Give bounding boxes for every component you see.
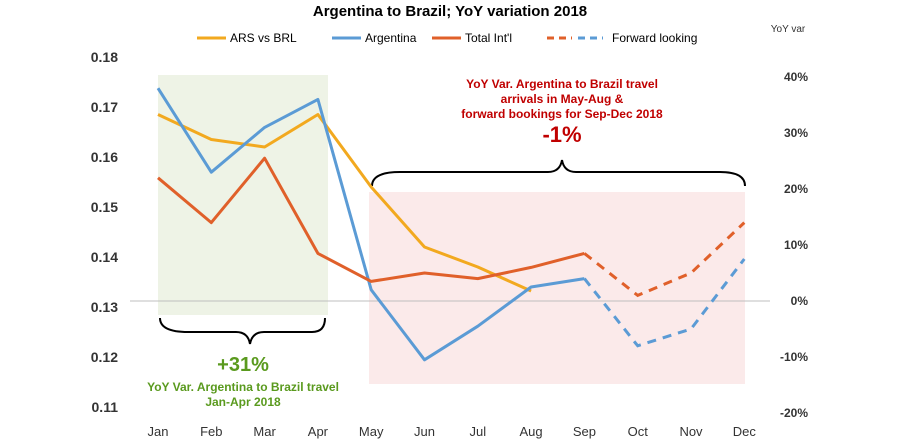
legend-label-ars-vs-brl: ARS vs BRL [230, 31, 297, 45]
right-annotation-line2: arrivals in May-Aug & [501, 92, 624, 106]
series-line-total-int-l [157, 156, 585, 283]
legend-label-total-intl: Total Int'l [465, 31, 512, 45]
left-annotation-line2: Jan-Apr 2018 [205, 395, 281, 409]
right-tick-label: 0% [791, 294, 809, 308]
x-tick-label: Apr [308, 424, 329, 439]
left-tick-label: 0.16 [91, 149, 118, 165]
right-tick-label: 40% [784, 70, 808, 84]
legend: ARS vs BRL Argentina Total Int'l Forward… [197, 31, 697, 45]
left-tick-label: 0.18 [91, 49, 118, 65]
right-annotation-line1: YoY Var. Argentina to Brazil travel [466, 77, 658, 91]
left-axis-ticks: 0.18 0.17 0.16 0.15 0.14 0.13 0.12 0.11 [91, 49, 118, 415]
right-tick-label: -10% [780, 350, 808, 364]
x-tick-label: Jul [469, 424, 486, 439]
left-annotation-value: +31% [217, 354, 269, 376]
right-axis-ticks: 40% 30% 20% 10% 0% -10% -20% [780, 70, 808, 420]
right-annotation-value: -1% [542, 122, 581, 147]
right-tick-label: 30% [784, 126, 808, 140]
legend-label-forward-looking: Forward looking [612, 31, 697, 45]
right-tick-label: 20% [784, 182, 808, 196]
jan-apr-shaded-region [158, 75, 328, 315]
x-tick-label: Jun [414, 424, 435, 439]
right-tick-label: -20% [780, 406, 808, 420]
x-tick-label: Jan [148, 424, 169, 439]
series-line-ars-vs-brl [157, 113, 532, 293]
chart-title: Argentina to Brazil; YoY variation 2018 [313, 3, 587, 20]
left-tick-label: 0.12 [91, 349, 118, 365]
x-tick-label: Nov [679, 424, 703, 439]
series-forward-line-argentina [583, 258, 746, 348]
left-tick-label: 0.11 [92, 399, 119, 415]
left-tick-label: 0.17 [91, 99, 118, 115]
x-tick-label: Feb [200, 424, 222, 439]
right-annotation-line3: forward bookings for Sep-Dec 2018 [461, 107, 663, 121]
x-tick-label: May [359, 424, 384, 439]
x-tick-label: Sep [573, 424, 596, 439]
legend-label-argentina: Argentina [365, 31, 417, 45]
series-line-argentina [156, 87, 585, 362]
x-tick-label: Dec [733, 424, 757, 439]
may-dec-brace [371, 159, 746, 187]
left-tick-label: 0.15 [91, 199, 118, 215]
right-annotation: YoY Var. Argentina to Brazil travel arri… [461, 77, 663, 147]
jan-apr-brace [159, 317, 326, 345]
left-annotation-line1: YoY Var. Argentina to Brazil travel [147, 380, 339, 394]
x-tick-label: Mar [253, 424, 276, 439]
right-axis-title: YoY var [771, 24, 806, 35]
x-axis-ticks: Jan Feb Mar Apr May Jun Jul Aug Sep Oct Nov Dec [148, 424, 757, 439]
left-annotation: +31% YoY Var. Argentina to Brazil travel… [147, 354, 339, 409]
x-tick-label: Oct [628, 424, 649, 439]
series-lines [156, 87, 746, 362]
x-tick-label: Aug [520, 424, 543, 439]
series-forward-line-total-int-l [583, 221, 746, 298]
right-tick-label: 10% [784, 238, 808, 252]
left-tick-label: 0.13 [91, 299, 118, 315]
may-dec-shaded-region [369, 192, 745, 384]
left-tick-label: 0.14 [91, 249, 118, 265]
